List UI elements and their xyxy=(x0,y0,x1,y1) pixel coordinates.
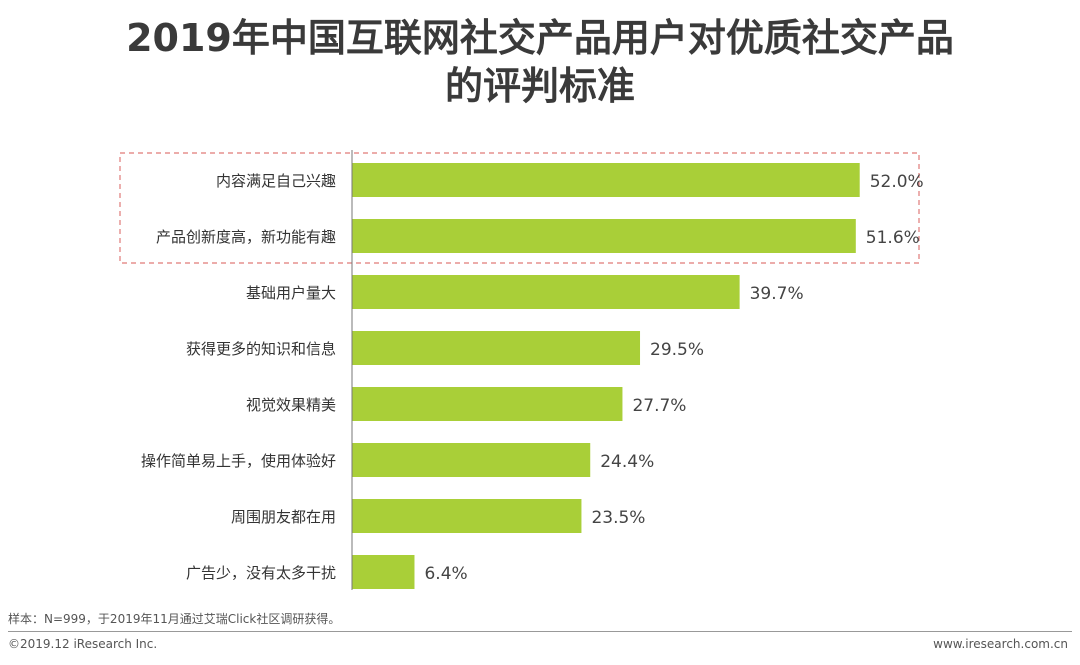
bar xyxy=(352,499,582,533)
category-label: 视觉效果精美 xyxy=(246,396,336,414)
value-label: 23.5% xyxy=(591,508,645,528)
chart-title-line-2: 的评判标准 xyxy=(444,64,635,108)
value-label: 6.4% xyxy=(424,564,467,584)
sample-note: 样本：N=999，于2019年11月通过艾瑞Click社区调研获得。 xyxy=(8,612,341,626)
bar xyxy=(352,275,740,309)
copyright-text: ©2019.12 iResearch Inc. xyxy=(8,637,158,651)
website-text: www.iresearch.com.cn xyxy=(933,637,1068,651)
footer-divider xyxy=(8,631,1072,632)
chart-title: 2019年中国互联网社交产品用户对优质社交产品 的评判标准 xyxy=(0,14,1080,110)
category-label: 产品创新度高，新功能有趣 xyxy=(156,228,336,246)
category-label: 获得更多的知识和信息 xyxy=(186,340,336,358)
value-label: 24.4% xyxy=(600,452,654,472)
bar xyxy=(352,331,641,365)
value-label: 39.7% xyxy=(750,284,804,304)
category-label: 内容满足自己兴趣 xyxy=(216,172,336,190)
bar xyxy=(352,443,591,477)
category-label: 基础用户量大 xyxy=(246,284,336,302)
category-label: 操作简单易上手，使用体验好 xyxy=(141,452,336,470)
value-label: 27.7% xyxy=(632,396,686,416)
category-label: 广告少，没有太多干扰 xyxy=(186,564,336,582)
bar-chart: 内容满足自己兴趣 52.0% 产品创新度高，新功能有趣 51.6% 基础用户量大 39.7… xyxy=(119,150,924,590)
bar xyxy=(352,163,860,197)
category-label: 周围朋友都在用 xyxy=(231,508,336,526)
chart-title-line-1: 2019年中国互联网社交产品用户对优质社交产品 xyxy=(126,16,954,60)
bar xyxy=(352,219,856,253)
bar xyxy=(352,555,415,589)
bar xyxy=(352,387,623,421)
value-label: 51.6% xyxy=(866,228,920,248)
highlight-box xyxy=(119,152,920,264)
value-label: 29.5% xyxy=(650,340,704,360)
value-label: 52.0% xyxy=(870,172,924,192)
